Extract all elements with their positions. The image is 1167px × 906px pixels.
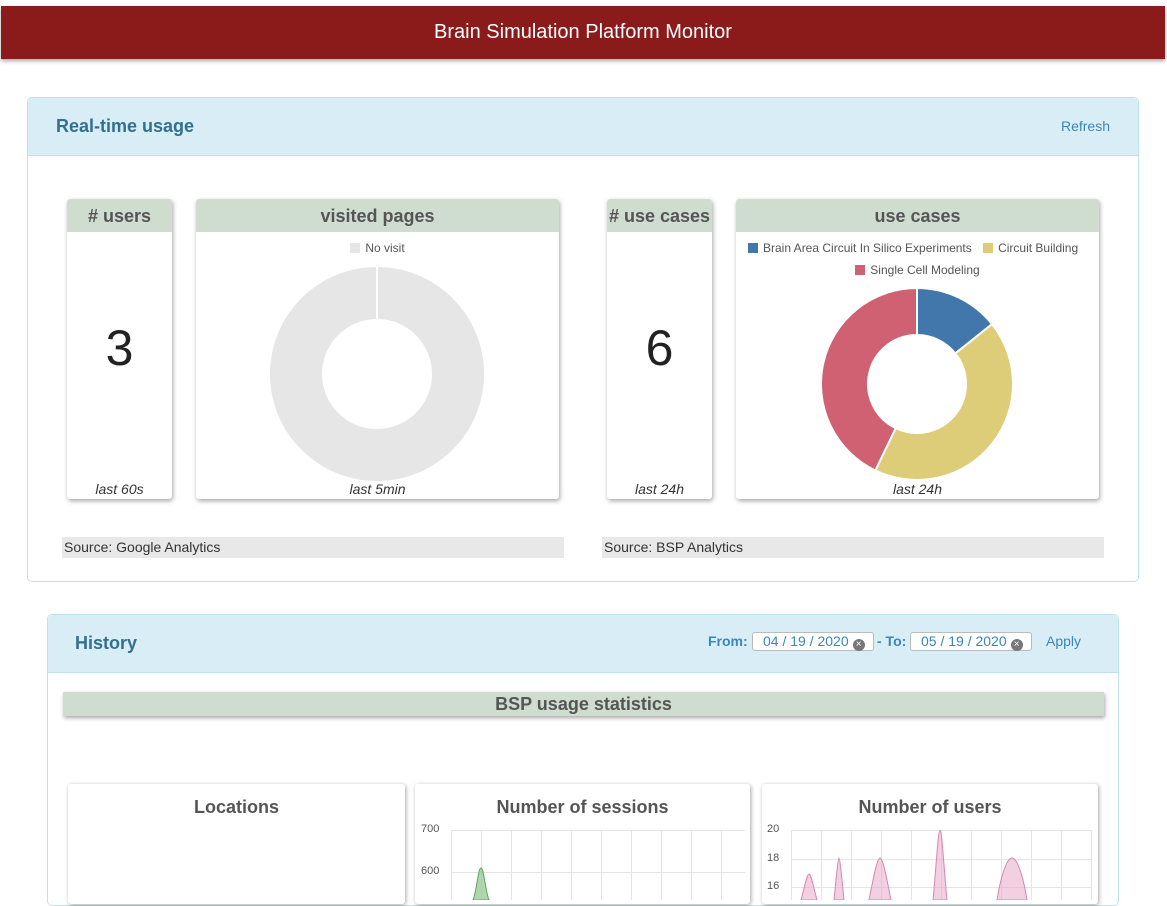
use-cases-period: last 24h: [892, 481, 943, 497]
use-cases-legend-row-1: Brain Area Circuit In Silico Experiments…: [748, 241, 1078, 255]
users-series-peak: [868, 857, 892, 900]
sessions-card: Number of sessions 700 600: [415, 784, 750, 904]
from-date-value: 04 / 19 / 2020: [763, 633, 849, 649]
legend-swatch: [855, 265, 866, 275]
users-card-title: # users: [67, 199, 172, 232]
clear-to-icon[interactable]: ×: [1010, 639, 1023, 651]
use-cases-legend-row-2: Single Cell Modeling: [736, 263, 1099, 277]
from-label: From:: [708, 633, 748, 649]
legend-label-single-cell: Single Cell Modeling: [870, 263, 980, 277]
legend-swatch: [983, 243, 994, 253]
refresh-link[interactable]: Refresh: [1060, 118, 1110, 134]
users-series-peak: [833, 857, 845, 900]
slice-circuit-building[interactable]: [874, 322, 1014, 481]
to-date-input[interactable]: 05 / 19 / 2020 ×: [910, 632, 1032, 651]
source-google-analytics: Source: Google Analytics: [62, 537, 564, 558]
use-case-count-title: # use cases: [607, 199, 712, 232]
use-case-count-period: last 24h: [634, 481, 685, 497]
apply-button[interactable]: Apply: [1046, 633, 1082, 649]
from-date-input[interactable]: 04 / 19 / 2020 ×: [752, 632, 874, 651]
sessions-title: Number of sessions: [496, 797, 669, 817]
users-ytick-16: 16: [767, 880, 780, 892]
history-title: History: [75, 633, 138, 653]
use-cases-card: use cases Brain Area Circuit In Silico E…: [736, 199, 1099, 499]
sessions-ytick-700: 700: [421, 823, 440, 835]
use-case-count: 6: [645, 320, 674, 376]
source-bsp-analytics: Source: BSP Analytics: [602, 537, 1104, 558]
slice-no-visit: [269, 267, 485, 481]
realtime-title: Real-time usage: [56, 116, 195, 136]
use-case-count-card: # use cases 6 last 24h: [607, 199, 712, 499]
to-label: - To:: [877, 633, 907, 649]
legend-label-brain-area: Brain Area Circuit In Silico Experiments: [763, 241, 972, 255]
use-cases-title: use cases: [736, 199, 1099, 232]
legend-label-no-visit: No visit: [365, 241, 405, 255]
sessions-chart-area: [451, 830, 745, 900]
legend-label-circuit-building: Circuit Building: [998, 241, 1079, 255]
use-cases-donut: [820, 286, 1014, 481]
clear-from-icon[interactable]: ×: [852, 639, 865, 651]
users-count: 3: [105, 320, 134, 376]
users-ytick-18: 18: [767, 852, 780, 864]
users-chart-area: [791, 830, 1092, 900]
slice-single-cell-modeling[interactable]: [820, 286, 918, 472]
to-date-value: 05 / 19 / 2020: [921, 633, 1007, 649]
users-series-peak: [932, 830, 948, 900]
locations-title: Locations: [193, 797, 279, 817]
app-header: Brain Simulation Platform Monitor: [1, 6, 1165, 59]
visited-pages-title: visited pages: [196, 199, 559, 232]
legend-swatch: [748, 243, 758, 253]
bsp-usage-statistics-title: BSP usage statistics: [63, 692, 1104, 716]
users-history-title: Number of users: [858, 797, 1002, 817]
visited-pages-card: visited pages No visit last 5min: [196, 199, 559, 499]
app-title: Brain Simulation Platform Monitor: [434, 21, 732, 43]
legend-swatch: [350, 243, 361, 253]
locations-card: Locations: [68, 784, 405, 904]
visited-pages-donut: [269, 267, 485, 481]
users-ytick-20: 20: [767, 823, 780, 835]
users-period: last 60s: [95, 481, 144, 497]
users-history-card: Number of users 20 18 16: [762, 784, 1098, 904]
visited-pages-period: last 5min: [349, 481, 406, 497]
visited-pages-legend: No visit: [196, 241, 559, 255]
history-panel-header: History From: 04 / 19 / 2020 × - To: 05 /…: [48, 615, 1118, 673]
users-card: # users 3 last 60s: [67, 199, 172, 499]
realtime-panel-header: Real-time usage Refresh: [28, 98, 1138, 156]
sessions-ytick-600: 600: [421, 865, 440, 877]
